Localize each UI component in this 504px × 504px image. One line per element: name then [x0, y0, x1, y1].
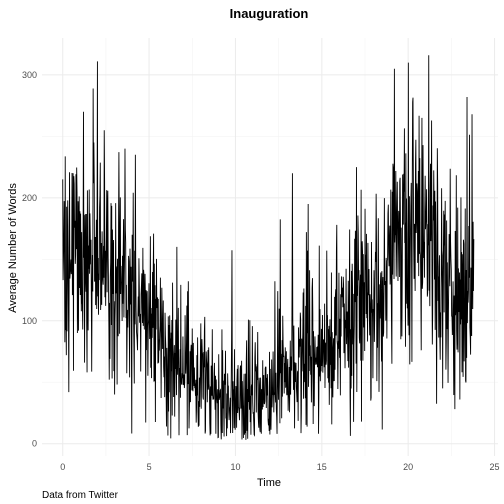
y-axis-label: Average Number of Words — [7, 183, 19, 313]
y-tick-label: 300 — [22, 70, 37, 80]
caption: Data from Twitter — [42, 490, 119, 501]
x-tick-label: 10 — [230, 462, 240, 472]
series-line — [62, 55, 475, 440]
x-tick-label: 0 — [60, 462, 65, 472]
y-tick-label: 0 — [32, 439, 37, 449]
x-tick-label: 20 — [403, 462, 413, 472]
y-tick-label: 200 — [22, 193, 37, 203]
x-tick-label: 25 — [490, 462, 500, 472]
x-tick-label: 15 — [317, 462, 327, 472]
y-tick-label: 100 — [22, 316, 37, 326]
chart-title: Inauguration — [230, 6, 309, 21]
x-axis-label: Time — [257, 477, 281, 489]
x-tick-label: 5 — [147, 462, 152, 472]
series-layer — [62, 55, 475, 440]
tick-labels: 0 5 10 15 20 25 0 100 200 300 — [22, 70, 500, 472]
